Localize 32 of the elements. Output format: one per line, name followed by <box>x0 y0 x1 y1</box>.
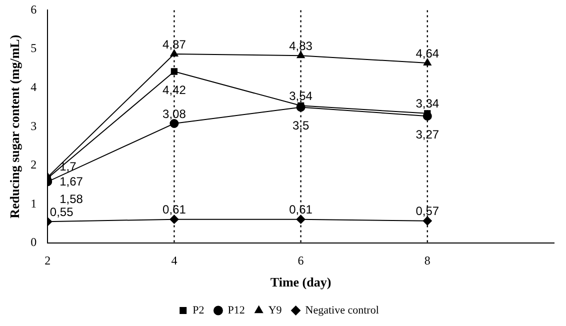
y-tick-label: 3 <box>30 118 37 133</box>
data-label: 0,55 <box>50 204 74 219</box>
y-tick-label: 4 <box>30 80 37 94</box>
data-label: 1,58 <box>60 192 84 206</box>
legend-label: P2 <box>192 304 204 316</box>
data-label: 3,5 <box>292 118 310 133</box>
data-label: 3,27 <box>416 127 440 142</box>
data-label: 0,57 <box>416 204 440 218</box>
legend-label: Negative control <box>305 304 379 316</box>
y-tick-label: 6 <box>30 2 37 16</box>
y-tick-label: 1 <box>30 196 37 210</box>
data-label: 3,08 <box>162 106 186 121</box>
data-label: 0,61 <box>289 202 313 217</box>
x-tick-label: 4 <box>171 253 178 268</box>
y-tick-label: 2 <box>30 158 37 172</box>
legend-label: P12 <box>228 304 245 316</box>
data-label: 1,67 <box>60 174 84 189</box>
data-label: 4,64 <box>416 46 440 60</box>
data-label: 3,34 <box>416 96 440 111</box>
data-label: 0,61 <box>162 202 186 217</box>
x-tick-label: 6 <box>298 253 304 268</box>
x-axis-title: Time (day) <box>270 274 332 290</box>
data-label: 3,54 <box>289 88 313 103</box>
y-axis-title: Reducing sugar content (mg/mL) <box>7 34 22 218</box>
legend-label: Y9 <box>268 304 282 316</box>
y-tick-label: 0 <box>30 235 37 250</box>
data-label: 4,87 <box>162 37 186 52</box>
data-label: 4,42 <box>162 82 186 97</box>
x-tick-label: 2 <box>44 253 51 268</box>
data-label: 4,83 <box>289 38 313 53</box>
x-tick-label: 8 <box>424 253 430 268</box>
y-tick-label: 5 <box>30 41 37 56</box>
